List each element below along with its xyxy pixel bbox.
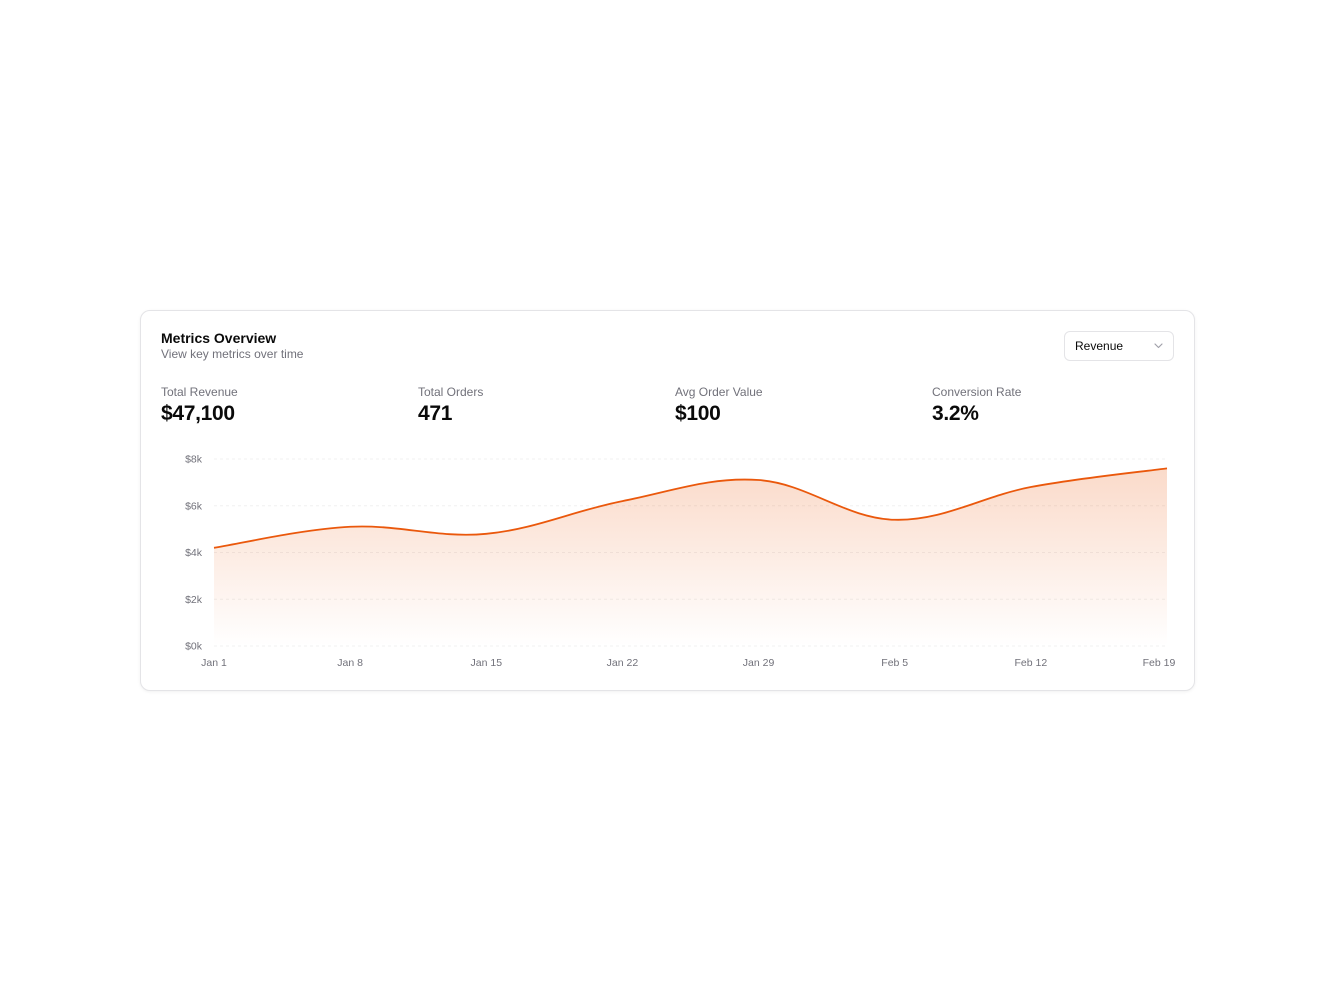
card-subtitle: View key metrics over time [161, 347, 304, 361]
stat-value: 3.2% [932, 402, 979, 425]
revenue-series-line [213, 467, 1168, 549]
y-tick-label: $4k [185, 547, 203, 559]
stat-total-revenue: Total Revenue $47,100 [161, 385, 238, 426]
stat-value: $100 [675, 402, 721, 425]
stat-value: 471 [418, 402, 453, 425]
x-tick-label: Feb 5 [881, 657, 908, 669]
x-tick-label: Feb 12 [1015, 657, 1048, 669]
x-tick-label: Jan 1 [201, 657, 227, 669]
stat-avg-order-value: Avg Order Value $100 [675, 385, 763, 426]
stat-label: Avg Order Value [675, 385, 763, 399]
stat-label: Total Revenue [161, 385, 238, 399]
revenue-area-fill [214, 468, 1167, 646]
stat-value: $47,100 [161, 402, 235, 425]
card-title: Metrics Overview [161, 330, 277, 346]
y-tick-label: $2k [185, 594, 203, 606]
x-tick-label: Jan 15 [471, 657, 503, 669]
stats-row: Total Revenue $47,100 Total Orders 471 A… [161, 385, 1189, 429]
metrics-card: Metrics Overview View key metrics over t… [140, 310, 1195, 691]
metric-select[interactable]: Revenue [1064, 331, 1174, 361]
metric-select-value: Revenue [1075, 339, 1124, 353]
y-tick-label: $6k [185, 500, 203, 512]
stat-label: Conversion Rate [932, 385, 1022, 399]
x-tick-label: Jan 22 [607, 657, 639, 669]
y-tick-label: $0k [185, 641, 203, 653]
x-tick-label: Jan 8 [337, 657, 363, 669]
y-tick-label: $8k [185, 454, 203, 466]
stat-label: Total Orders [418, 385, 484, 399]
x-tick-label: Feb 19 [1143, 657, 1176, 669]
revenue-area-chart: $0k $2k $4k $6k $8k Jan 1 Jan 8 Jan 15 Jan 22 Jan… [185, 454, 1176, 670]
stat-conversion-rate: Conversion Rate 3.2% [932, 385, 1021, 426]
stat-total-orders: Total Orders 471 [418, 385, 483, 426]
chevron-down-icon [1153, 341, 1163, 351]
x-tick-label: Jan 29 [743, 657, 775, 669]
